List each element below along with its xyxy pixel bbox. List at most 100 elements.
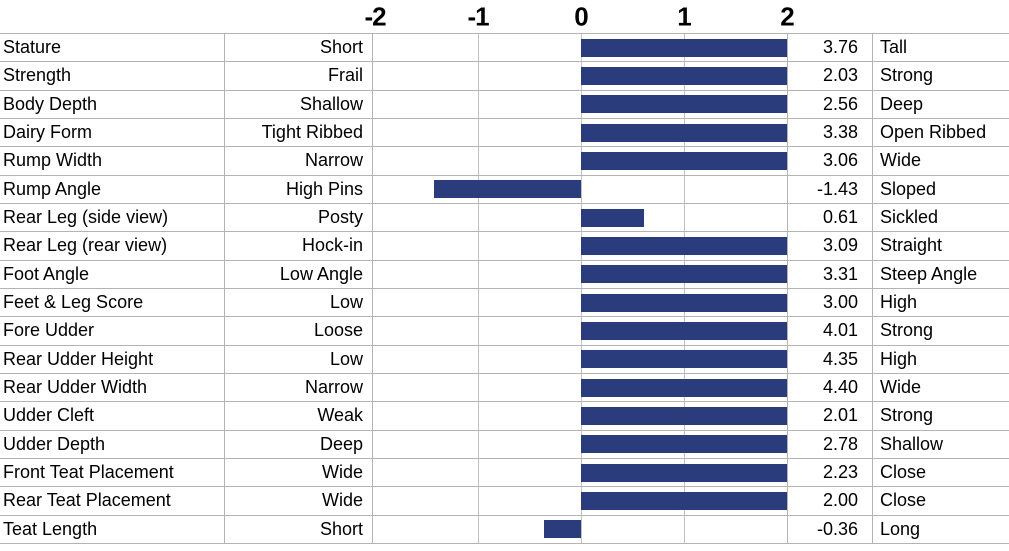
axis-tick: 0 (574, 0, 589, 31)
sta-value: 4.35 (788, 345, 873, 373)
gridline-minus1 (478, 288, 479, 317)
gridline-zero (581, 515, 582, 543)
bar-cell (373, 147, 788, 175)
sta-bar (581, 236, 787, 255)
gridline-minus1 (478, 430, 479, 458)
sta-value: 3.31 (788, 260, 873, 288)
trait-name: Teat Length (0, 515, 225, 543)
bar-cell (373, 62, 788, 90)
trait-row: Udder Depth Deep 2.78 Shallow (0, 430, 1009, 459)
sta-bar (581, 66, 787, 85)
high-descriptor: Open Ribbed (880, 122, 987, 143)
gridline-minus1 (478, 260, 479, 288)
sta-value: 3.09 (788, 232, 873, 260)
high-descriptor: Close (880, 490, 927, 511)
trait-row: Strength Frail 2.03 Strong (0, 62, 1009, 91)
trait-name: Rear Teat Placement (0, 487, 225, 515)
trait-name: Fore Udder (0, 317, 225, 345)
axis-tick: -1 (467, 0, 489, 31)
low-descriptor: Hock-in (225, 232, 373, 260)
high-descriptor: Wide (880, 150, 922, 171)
trait-row: Stature Short 3.76 Tall (0, 34, 1009, 63)
gridline-minus1 (478, 345, 479, 373)
high-descriptor: Sickled (880, 207, 939, 228)
sta-value: 0.61 (788, 203, 873, 232)
axis-tick: 1 (677, 0, 692, 31)
bar-cell (373, 260, 788, 288)
trait-row: Rump Angle High Pins -1.43 Sloped (0, 175, 1009, 204)
trait-name: Body Depth (0, 90, 225, 118)
gridline-minus1 (478, 90, 479, 118)
trait-row: Rear Leg (side view) Posty 0.61 Sickled (0, 203, 1009, 233)
trait-row: Rump Width Narrow 3.06 Wide (0, 147, 1009, 176)
high-descriptor: Strong (880, 320, 934, 341)
trait-row: Foot Angle Low Angle 3.31 Steep Angle (0, 260, 1009, 289)
sta-bar (581, 151, 787, 170)
bar-cell (373, 317, 788, 345)
trait-rows: Stature Short 3.76 Tall Strength Frail 2… (0, 33, 1009, 544)
sta-bar (581, 38, 787, 57)
sta-value: -0.36 (788, 515, 873, 543)
trait-row: Rear Udder Height Low 4.35 High (0, 345, 1009, 374)
gridline-minus1 (478, 34, 479, 62)
sta-value: 3.06 (788, 147, 873, 175)
trait-name: Stature (0, 34, 225, 62)
high-descriptor: Sloped (880, 178, 937, 199)
low-descriptor: Low Angle (225, 260, 373, 288)
sta-value: 2.00 (788, 487, 873, 515)
gridline-plus1 (684, 203, 685, 232)
high-descriptor: Shallow (880, 433, 944, 454)
trait-row: Rear Leg (rear view) Hock-in 3.09 Straig… (0, 232, 1009, 261)
sta-value: 2.23 (788, 458, 873, 487)
gridline-minus1 (478, 487, 479, 515)
high-descriptor: Straight (880, 235, 943, 256)
sta-bar (581, 378, 787, 397)
trait-name: Front Teat Placement (0, 458, 225, 487)
high-descriptor: Steep Angle (880, 263, 978, 284)
high-descriptor: Tall (880, 37, 908, 58)
trait-row: Feet & Leg Score Low 3.00 High (0, 288, 1009, 318)
sta-bar (581, 435, 787, 454)
low-descriptor: Wide (225, 487, 373, 515)
low-descriptor: Low (225, 345, 373, 373)
trait-row: Dairy Form Tight Ribbed 3.38 Open Ribbed (0, 118, 1009, 148)
bar-cell (373, 175, 788, 203)
trait-name: Feet & Leg Score (0, 288, 225, 317)
gridline-minus1 (478, 232, 479, 260)
sta-value: 2.01 (788, 402, 873, 430)
gridline-minus1 (478, 62, 479, 90)
bar-cell (373, 487, 788, 515)
trait-name: Rear Leg (rear view) (0, 232, 225, 260)
sta-bar (581, 463, 787, 482)
high-descriptor: High (880, 348, 918, 369)
low-descriptor: Narrow (225, 147, 373, 175)
sta-bar (581, 123, 787, 142)
axis-header: -2 -1 0 1 2 (0, 0, 1009, 33)
trait-name: Rump Width (0, 147, 225, 175)
axis-scale: -2 -1 0 1 2 (364, 0, 794, 33)
low-descriptor: Loose (225, 317, 373, 345)
trait-name: Strength (0, 62, 225, 90)
bar-cell (373, 232, 788, 260)
sta-bar (581, 406, 787, 425)
trait-row: Front Teat Placement Wide 2.23 Close (0, 458, 1009, 488)
bar-cell (373, 288, 788, 317)
bar-cell (373, 90, 788, 118)
low-descriptor: High Pins (225, 175, 373, 203)
bar-cell (373, 203, 788, 232)
high-descriptor: High (880, 292, 918, 313)
gridline-minus1 (478, 515, 479, 543)
high-descriptor: Long (880, 518, 921, 539)
bar-cell (373, 515, 788, 543)
trait-row: Teat Length Short -0.36 Long (0, 515, 1009, 544)
gridline-plus1 (684, 515, 685, 543)
bar-cell (373, 34, 788, 62)
sta-bar (581, 293, 787, 312)
gridline-zero (581, 175, 582, 203)
high-descriptor: Deep (880, 93, 924, 114)
low-descriptor: Shallow (225, 90, 373, 118)
gridline-minus1 (478, 317, 479, 345)
low-descriptor: Deep (225, 430, 373, 458)
low-descriptor: Wide (225, 458, 373, 487)
